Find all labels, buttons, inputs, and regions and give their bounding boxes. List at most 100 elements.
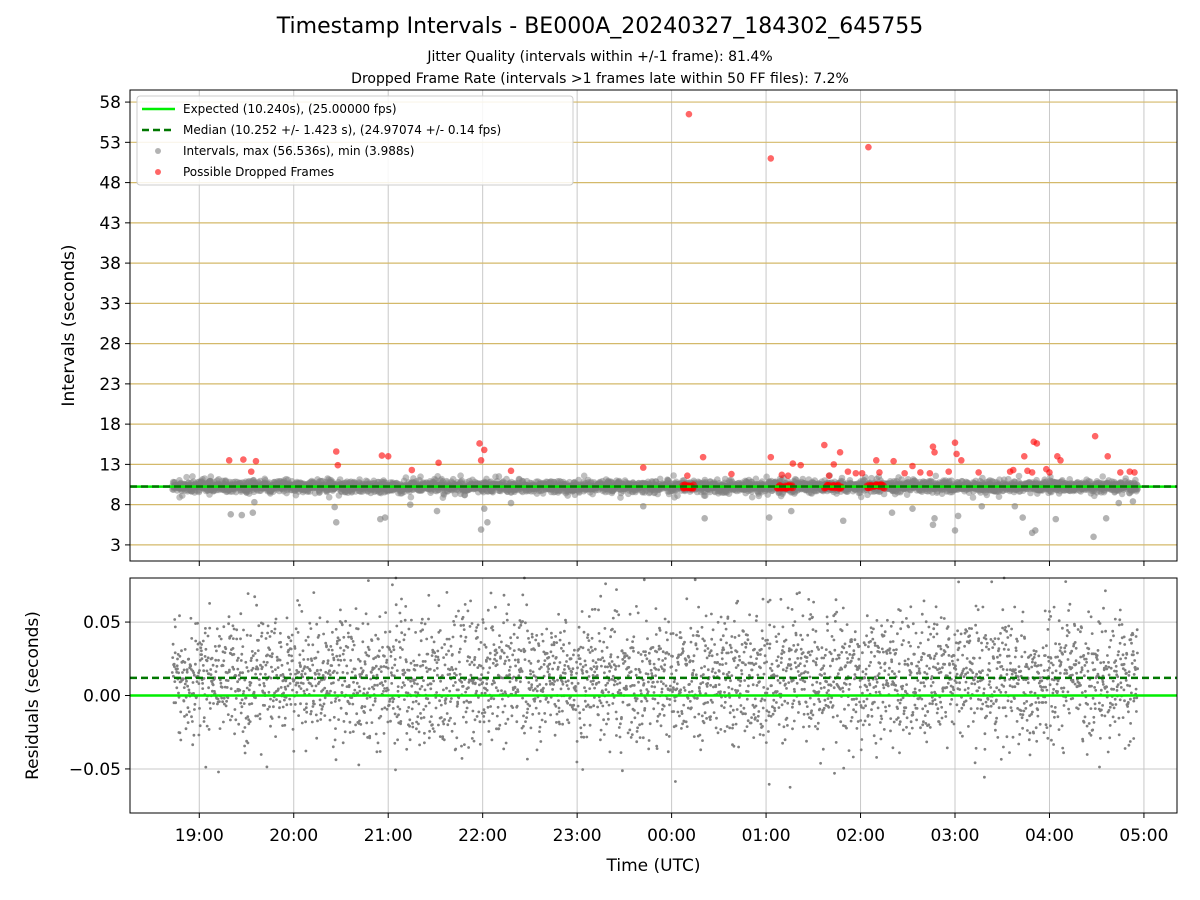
- residual-point: [388, 648, 391, 651]
- residual-point: [395, 669, 399, 672]
- dropped-frame-point: [945, 468, 953, 475]
- residual-point: [201, 682, 205, 685]
- residual-point: [269, 697, 272, 701]
- residual-point: [450, 666, 454, 669]
- dropped-frame-point: [767, 453, 775, 461]
- interval-outlier-point: [243, 489, 250, 496]
- residual-point: [462, 623, 465, 627]
- residual-point: [257, 624, 261, 628]
- residual-point: [385, 658, 389, 662]
- residual-point: [335, 671, 339, 675]
- residual-point: [198, 707, 201, 710]
- residual-point: [396, 705, 400, 709]
- residual-point: [451, 653, 454, 656]
- residual-point: [265, 765, 269, 769]
- residual-point: [285, 703, 289, 707]
- residual-point: [361, 669, 365, 672]
- residual-point: [367, 687, 371, 690]
- residual-point: [367, 648, 371, 651]
- residual-point: [425, 670, 429, 673]
- residual-point: [200, 643, 204, 646]
- dropped-frame-point: [1117, 469, 1124, 476]
- residual-point: [202, 716, 206, 720]
- interval-outlier-point: [931, 515, 938, 522]
- interval-outlier-point: [227, 511, 235, 518]
- residual-point: [363, 662, 367, 666]
- residual-point: [410, 618, 413, 622]
- residual-point: [381, 683, 385, 687]
- residual-point: [209, 707, 212, 710]
- residual-point: [431, 723, 434, 727]
- residual-point: [389, 654, 393, 658]
- residual-point: [436, 655, 440, 659]
- residual-point: [408, 718, 412, 722]
- residual-point: [239, 701, 243, 705]
- residual-point: [222, 720, 225, 724]
- dropped-frame-rate-subtitle: Dropped Frame Rate (intervals >1 frames …: [351, 71, 849, 87]
- residual-point: [203, 655, 207, 658]
- residual-point: [228, 668, 231, 672]
- dropped-frame-point: [836, 449, 844, 456]
- residual-point: [447, 649, 450, 653]
- residual-point: [311, 663, 315, 667]
- residual-point: [330, 664, 334, 667]
- residual-point: [362, 687, 366, 691]
- residual-point: [390, 666, 394, 670]
- residual-point: [403, 633, 407, 637]
- residual-point: [384, 611, 387, 614]
- residual-point: [323, 686, 327, 690]
- intervals-x-ticks: [198, 561, 1145, 566]
- residual-point: [339, 659, 343, 662]
- residual-point: [312, 591, 316, 594]
- residual-point: [203, 631, 207, 635]
- residual-point: [249, 659, 253, 662]
- residual-point: [339, 608, 342, 612]
- interval-point: [701, 492, 709, 500]
- residual-point: [275, 698, 278, 701]
- residual-point: [404, 605, 408, 608]
- residual-point: [457, 696, 461, 700]
- residual-point: [423, 622, 427, 626]
- residual-point: [322, 632, 325, 636]
- residual-point: [369, 708, 372, 712]
- residual-point: [343, 730, 347, 734]
- residual-point: [393, 741, 397, 745]
- residual-point: [342, 720, 346, 723]
- residual-point: [226, 679, 230, 682]
- interval-outlier-point: [1102, 515, 1110, 522]
- residual-point: [202, 720, 206, 723]
- interval-outlier-point: [909, 505, 916, 512]
- residual-point: [245, 686, 249, 690]
- residual-point: [287, 636, 291, 640]
- residual-point: [428, 667, 432, 671]
- residual-point: [218, 700, 221, 703]
- residual-point: [338, 638, 341, 642]
- dropped-frame-point: [901, 469, 908, 477]
- residual-point: [385, 661, 388, 664]
- dropped-frame-point: [1020, 453, 1028, 460]
- residual-point: [345, 712, 348, 716]
- residual-point: [205, 724, 209, 728]
- interval-point: [868, 474, 875, 482]
- residual-point: [337, 698, 341, 702]
- intervals-y-tick-label: 23: [99, 375, 121, 395]
- dropped-frame-point: [1028, 469, 1036, 476]
- residual-point: [218, 644, 221, 648]
- residual-point: [296, 681, 300, 685]
- interval-point: [325, 494, 333, 501]
- residual-point: [229, 687, 233, 691]
- residual-point: [222, 625, 226, 629]
- residual-point: [293, 703, 297, 706]
- residual-point: [281, 705, 285, 709]
- residual-point: [270, 655, 274, 659]
- residual-point: [305, 710, 309, 714]
- residual-point: [351, 648, 354, 652]
- residual-point: [357, 763, 361, 767]
- residual-point: [361, 622, 365, 625]
- dropped-frame-point: [926, 469, 934, 477]
- residual-point: [193, 702, 197, 706]
- residual-point: [452, 620, 455, 623]
- interval-outlier-point: [477, 526, 485, 533]
- residual-point: [427, 736, 431, 740]
- residual-point: [280, 663, 284, 667]
